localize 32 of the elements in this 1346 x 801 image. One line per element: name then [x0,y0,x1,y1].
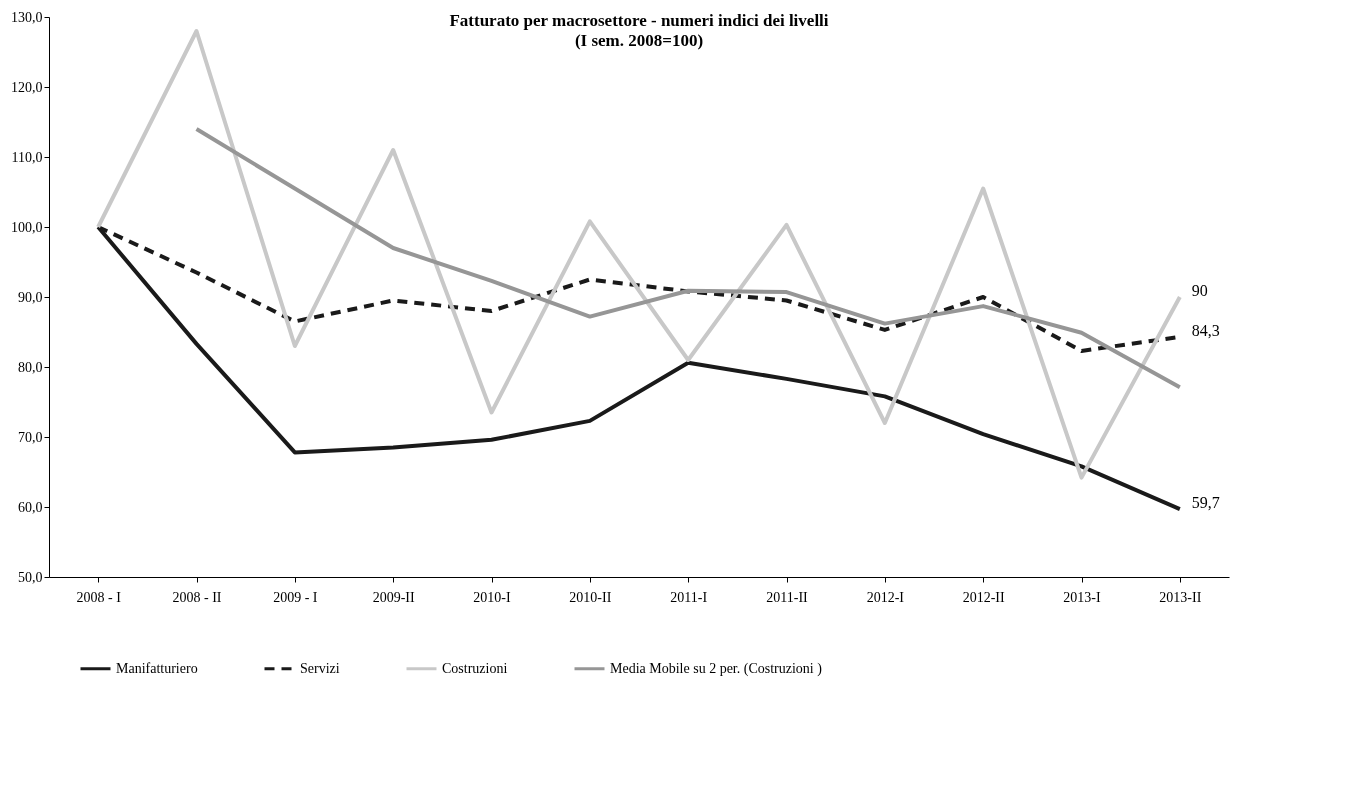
y-tick-label: 90,0 [18,289,43,305]
line-series [96,29,1182,480]
x-tick-label: 2011-II [766,589,809,605]
chart-title: Fatturato per macrosettore - numeri indici dei livelli [449,11,829,30]
x-tick-label: 2013-I [1063,589,1101,605]
line-series [194,127,1182,390]
x-tick-label: 2008 - I [76,589,122,605]
x-tick-label: 2009-II [372,589,415,605]
x-tick-label: 2010-II [569,589,612,605]
legend-label: Media Mobile su 2 per. (Costruzioni ) [610,660,823,677]
legend-label: Manifatturiero [116,660,198,676]
legend-label: Costruzioni [442,660,508,676]
y-tick-label: 80,0 [18,359,43,375]
text: (I sem. 2008=100) [574,31,704,50]
y-tick-label: 110,0 [11,149,43,165]
y-tick-label: 130,0 [11,9,43,25]
x-tick-label: 2008 - II [172,589,222,605]
y-tick-label: 60,0 [18,499,43,515]
y-tick-label: 70,0 [18,429,43,445]
x-tick-label: 2010-I [473,589,511,605]
x-tick-label: 2012-II [962,589,1005,605]
y-tick-label: 100,0 [11,219,43,235]
x-tick-label: 2012-I [866,589,905,605]
data-label: 84,3 [1191,321,1220,339]
x-tick-label: 2009 - I [273,589,318,605]
legend-label: Servizi [300,660,340,676]
x-tick-label: 2011-I [670,589,708,605]
y-tick-label: 120,0 [11,79,43,95]
data-label: 59,7 [1191,494,1220,512]
y-tick-label: 50,0 [18,569,43,585]
data-label: 90 [1191,282,1208,299]
x-tick-label: 2013-II [1159,589,1202,605]
